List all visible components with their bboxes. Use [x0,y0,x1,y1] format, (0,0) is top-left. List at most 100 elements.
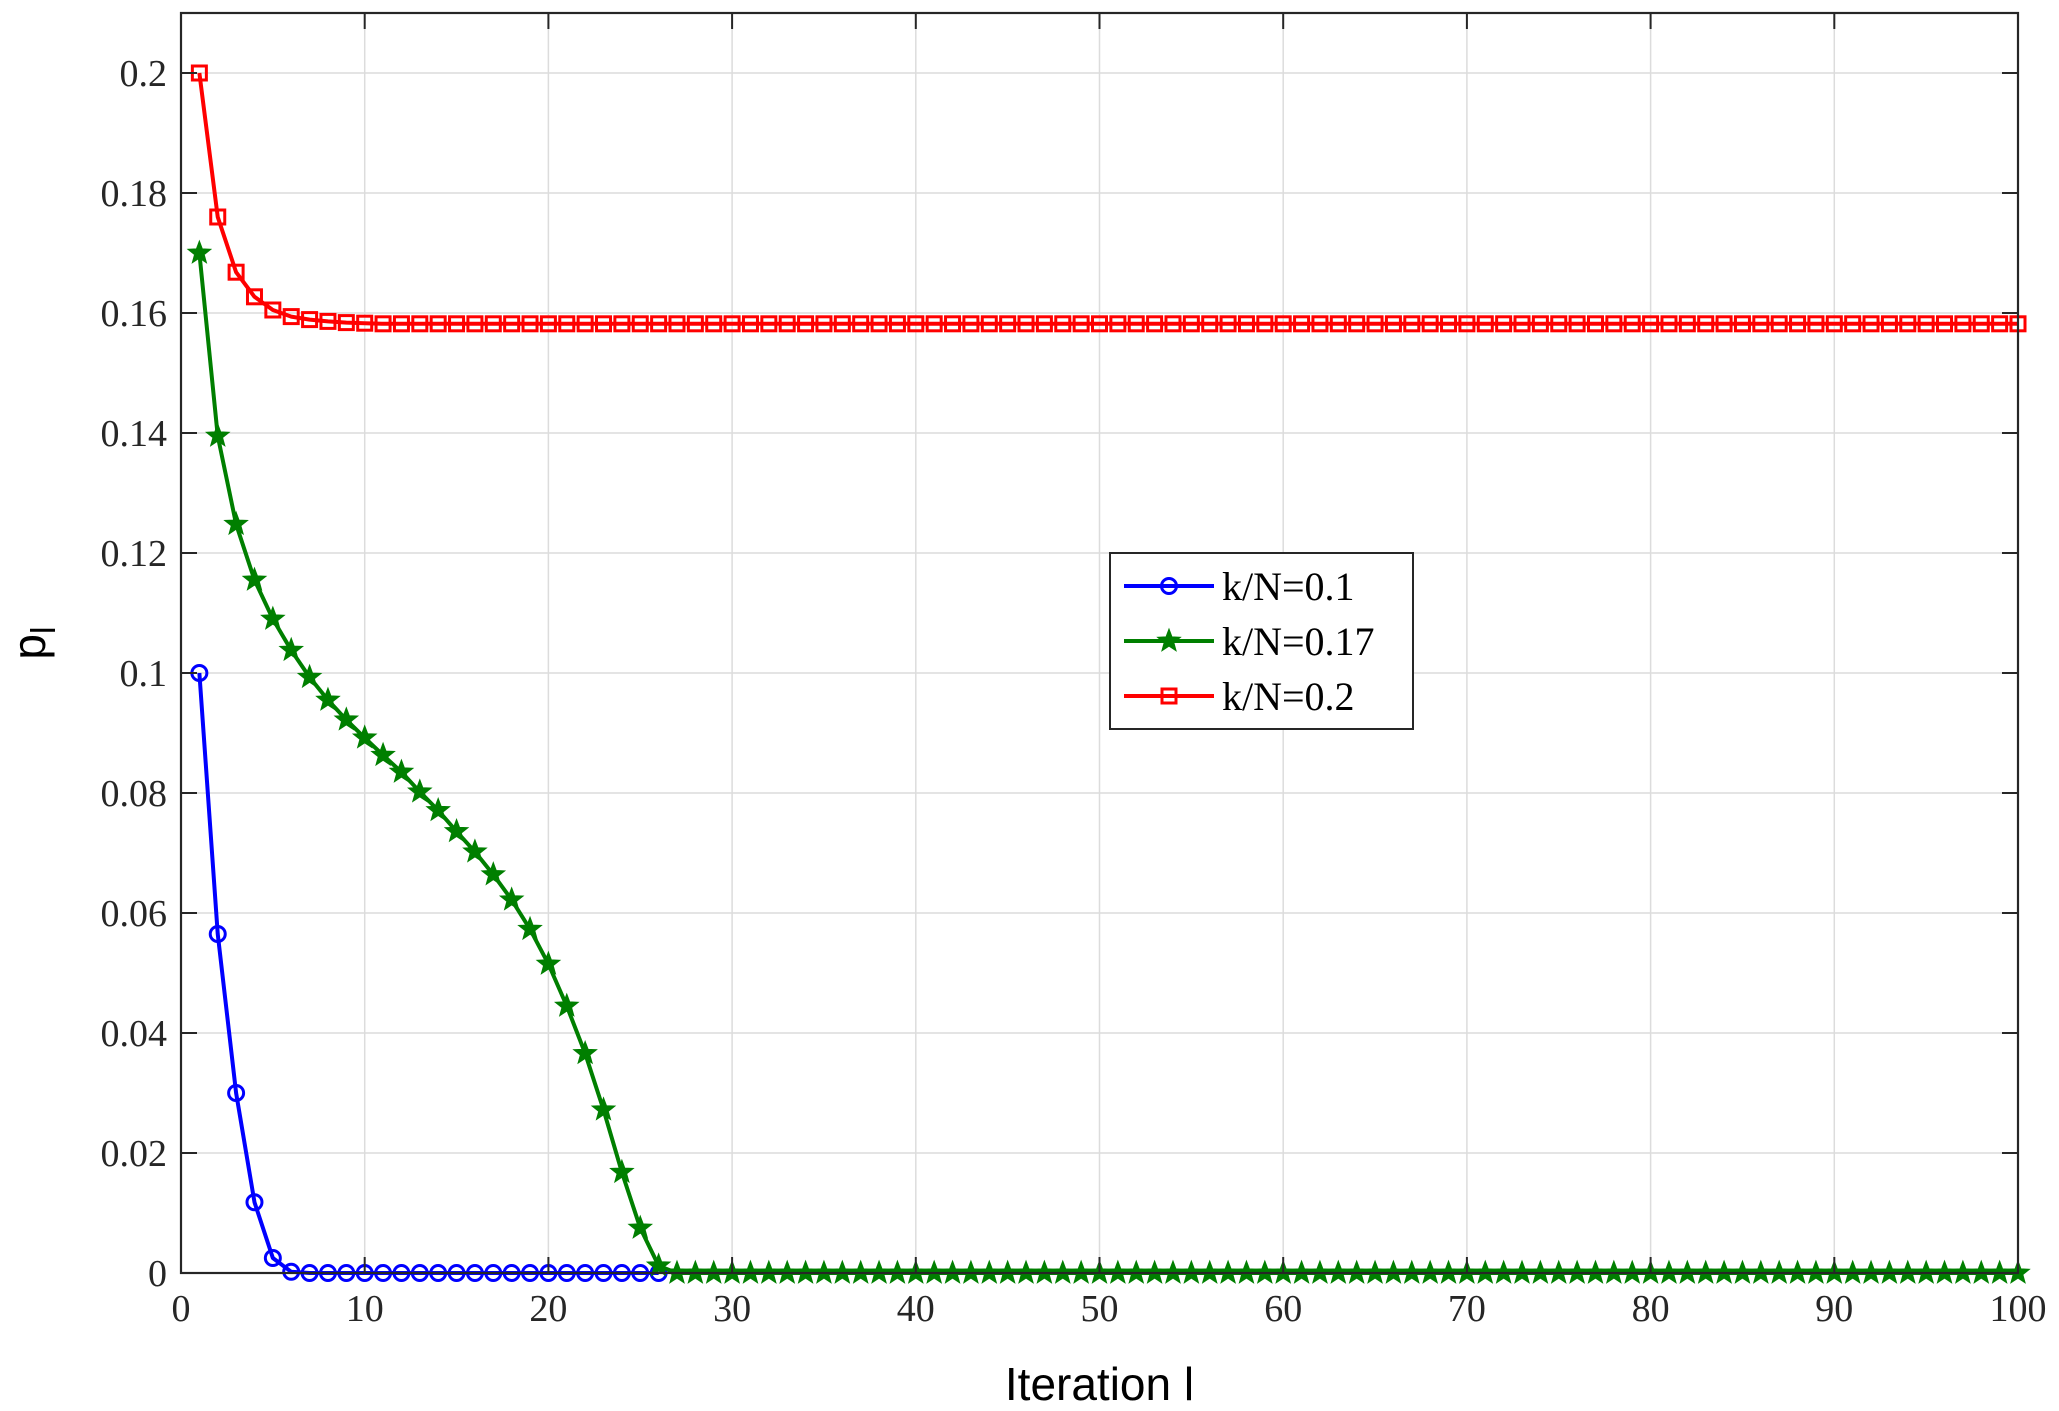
data-point-marker [1156,627,1182,652]
data-point-marker [576,315,594,333]
data-point-marker [370,741,396,767]
data-point-marker [1160,687,1178,705]
data-point-marker [925,315,943,333]
data-point-marker [627,1214,654,1239]
y-tick-label: 0 [148,1253,167,1295]
data-point-marker [209,208,227,226]
data-point-marker [480,861,507,886]
data-point-marker [333,706,360,731]
y-tick-label: 0.04 [101,1013,168,1055]
data-point-marker [944,315,962,333]
data-point-marker [1770,315,1788,333]
data-point-marker [1917,315,1935,333]
data-point-marker [613,315,631,333]
data-point-marker [778,315,796,333]
data-point-marker [263,1249,282,1267]
data-point-marker [245,1193,264,1212]
data-point-marker [1623,315,1641,333]
legend-label: k/N=0.17 [1222,619,1375,664]
data-point-marker [260,605,286,630]
data-point-marker [227,1084,246,1102]
data-point-marker [741,315,759,333]
data-point-marker [1256,315,1274,333]
legend-label: k/N=0.1 [1222,564,1355,609]
x-tick-label: 80 [1632,1288,1670,1330]
data-point-marker [1127,315,1145,333]
x-tick-label: 60 [1264,1288,1302,1330]
data-point-marker [558,315,576,333]
data-point-marker [1844,315,1862,333]
data-point-marker [1403,315,1421,333]
y-tick-label: 0.2 [120,53,168,95]
data-point-marker [1201,315,1219,333]
data-point-marker [595,315,613,333]
data-point-marker [631,315,649,333]
data-point-marker [503,315,521,333]
data-point-marker [645,1252,672,1277]
data-point-marker [1954,315,1972,333]
x-tick-label: 90 [1815,1288,1853,1330]
data-point-marker [833,315,851,333]
y-axis-label-subscript: l [25,626,63,634]
data-point-marker [204,422,231,447]
data-point-marker [517,915,543,941]
data-point-marker [1531,315,1549,333]
data-point-marker [572,1039,598,1065]
data-point-marker [760,315,778,333]
data-point-marker [411,315,429,333]
x-tick-label: 70 [1448,1288,1486,1330]
data-point-marker [1991,315,2009,333]
data-point-marker [705,315,723,333]
data-point-marker [1182,315,1200,333]
y-tick-label: 0.12 [101,533,168,575]
data-point-marker [1825,315,1843,333]
data-point-marker [815,315,833,333]
data-point-marker [1568,315,1586,333]
data-point-marker [1513,315,1531,333]
data-point-marker [282,1262,301,1281]
data-point-marker [1164,315,1182,333]
data-point-marker [1550,315,1568,333]
data-point-marker [315,686,341,711]
data-point-marker [448,315,466,333]
data-point-marker [223,510,249,536]
data-point-marker [1421,315,1439,333]
data-point-marker [907,315,925,333]
data-point-marker [870,315,888,333]
y-tick-label: 0.14 [101,413,168,455]
data-point-marker [1072,315,1090,333]
x-tick-label: 10 [346,1288,384,1330]
data-point-marker [374,315,392,333]
data-point-marker [521,315,539,333]
data-point-marker [1660,315,1678,333]
data-point-marker [1109,315,1127,333]
legend: k/N=0.1 k/N=0.17 k/N=0.2 [1109,552,1414,730]
data-point-marker [1348,315,1366,333]
tick-labels: 0 10 20 30 40 50 60 70 80 90 100 0 0.02 0.04 0.06 0.08 0… [101,53,2047,1330]
data-point-marker [392,315,410,333]
data-point-marker [1678,315,1696,333]
data-point-marker [484,315,502,333]
data-point-marker [980,315,998,333]
data-point-marker [590,1096,617,1121]
data-point-marker [1237,315,1255,333]
data-point-marker [539,315,557,333]
data-point-marker [1366,315,1384,333]
data-point-marker [429,315,447,333]
data-point-marker [1091,315,1108,333]
data-point-marker [1880,315,1898,333]
data-point-marker [1605,315,1623,333]
data-point-marker [1274,315,1292,333]
y-axis-label: pl [3,626,63,659]
data-point-marker [1329,315,1347,333]
y-tick-label: 0.16 [101,293,168,335]
x-tick-label: 20 [529,1288,567,1330]
data-point-marker [498,886,525,911]
series-k/N=0.2 [190,64,2027,333]
data-point-marker [301,311,319,329]
data-point-marker [462,838,488,863]
data-point-marker [1458,315,1476,333]
data-point-marker [443,817,470,843]
